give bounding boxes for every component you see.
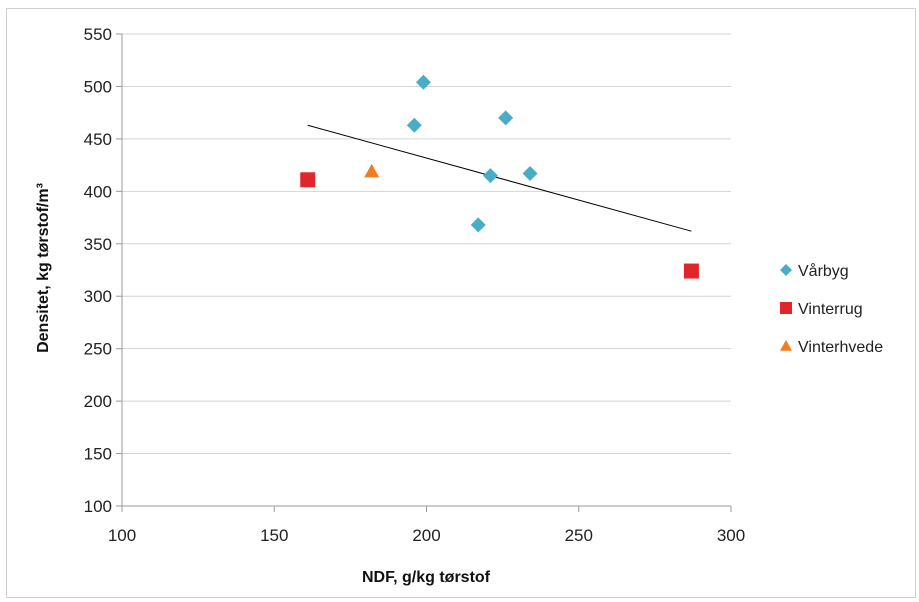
y-tick-label-400: 400 [84,182,112,201]
y-axis-title: Densitet, kg tørstof/m³ [35,183,52,353]
data-point-diamond-0 [415,74,431,90]
data-point-diamond-3 [482,168,498,184]
legend-label-2: Vinterhvede [798,339,883,356]
x-tick-label-250: 250 [565,526,593,545]
legend-marker-triangle [780,340,792,351]
trendline [307,124,692,232]
data-point-diamond-2 [498,110,514,126]
y-tick-label-100: 100 [84,497,112,516]
x-tick-label-150: 150 [260,526,288,545]
legend-label-1: Vinterrug [798,301,863,318]
legend: Vårbyg Vinterrug Vinterhvede [780,262,883,356]
x-tick-label-200: 200 [412,526,440,545]
data-point-diamond-5 [470,217,486,233]
y-tick-label-200: 200 [84,392,112,411]
data-point-diamond-1 [406,117,422,133]
x-tick-label-100: 100 [108,526,136,545]
y-tick-label-250: 250 [84,340,112,359]
data-points [300,74,699,279]
data-point-square-0 [300,172,316,188]
x-tick-label-300: 300 [717,526,745,545]
legend-label-0: Vårbyg [798,262,849,280]
y-tick-label-300: 300 [84,287,112,306]
x-tick-labels: 100 150 200 250 300 [108,526,745,545]
axes [116,33,732,512]
gridlines [122,33,731,455]
y-tick-label-450: 450 [84,130,112,149]
data-point-triangle-0 [364,163,380,178]
y-tick-label-150: 150 [84,445,112,464]
y-tick-label-500: 500 [84,77,112,96]
data-point-diamond-4 [522,166,538,182]
legend-marker-square [780,302,792,314]
y-tick-label-550: 550 [84,25,112,44]
y-tick-label-350: 350 [84,235,112,254]
x-axis-title: NDF, g/kg tørstof [362,569,491,586]
y-tick-labels: 100 150 200 250 300 350 400 450 500 550 [84,25,112,516]
chart-frame [6,8,916,598]
legend-marker-diamond [780,264,792,276]
data-point-square-1 [683,263,699,279]
trendline-group [307,124,692,232]
